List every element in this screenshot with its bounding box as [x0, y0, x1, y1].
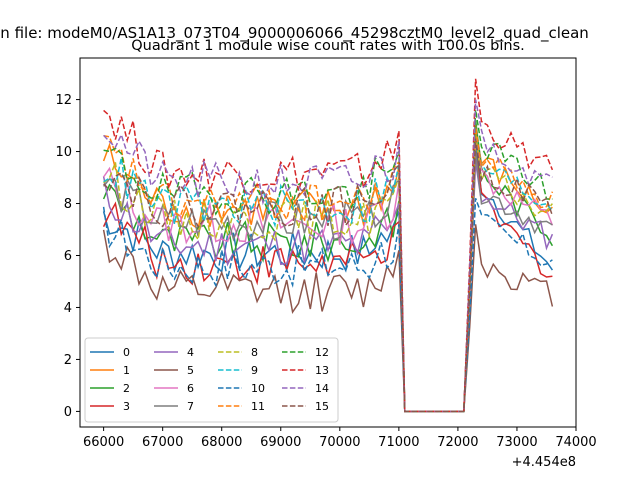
series-line-2: [102, 120, 554, 413]
y-tick-label: 8: [64, 197, 72, 212]
y-tick-label: 2: [64, 353, 72, 368]
series-line-10: [102, 198, 553, 413]
legend-box: [84, 337, 339, 423]
y-axis: 0 2 4 6 8 10 12: [55, 93, 80, 420]
x-tick-label: 74000: [555, 435, 596, 450]
legend-label-3: 3: [123, 400, 130, 413]
y-tick-label: 12: [55, 93, 72, 108]
legend-label-11: 11: [251, 400, 265, 413]
series-line-11: [103, 125, 554, 413]
legend-label-0: 0: [123, 346, 130, 359]
x-axis: 66000 67000 68000 69000 70000 71000 72000 73000…: [83, 427, 597, 450]
legend-label-5: 5: [187, 364, 194, 377]
legend-label-12: 12: [315, 346, 329, 359]
x-tick-label: 70000: [319, 435, 360, 450]
legend-label-9: 9: [251, 364, 258, 377]
x-tick-label: 72000: [437, 435, 478, 450]
series-line-15: [103, 138, 554, 413]
x-tick-label: 67000: [142, 435, 183, 450]
legend-label-10: 10: [251, 382, 265, 395]
x-tick-label: 71000: [378, 435, 419, 450]
x-tick-label: 66000: [83, 435, 124, 450]
series-line-8: [103, 135, 553, 413]
legend-label-13: 13: [315, 364, 329, 377]
y-tick-label: 0: [64, 405, 72, 420]
plot-lines: [102, 78, 554, 413]
series-line-12: [103, 109, 553, 413]
plot-frame: [79, 57, 577, 428]
legend-label-8: 8: [251, 346, 258, 359]
series-line-5: [102, 224, 554, 413]
legend-label-6: 6: [187, 382, 194, 395]
x-tick-label: 68000: [201, 435, 242, 450]
series-line-14: [103, 99, 553, 413]
y-tick-label: 6: [64, 249, 72, 264]
suptitle: ...n file: modeM0/AS1A13_073T04_90000060…: [0, 24, 589, 43]
legend-label-14: 14: [315, 382, 329, 395]
x-tick-label: 69000: [260, 435, 301, 450]
legend-label-1: 1: [123, 364, 130, 377]
y-tick-label: 4: [64, 301, 72, 316]
legend-label-4: 4: [187, 346, 194, 359]
legend-label-7: 7: [187, 400, 194, 413]
series-line-13: [103, 78, 554, 413]
x-tick-label: 73000: [496, 435, 537, 450]
y-tick-label: 10: [55, 145, 72, 160]
chart-title: Quadrant 1 module wise count rates with …: [131, 38, 525, 54]
legend-label-2: 2: [123, 382, 130, 395]
legend-label-15: 15: [315, 400, 329, 413]
x-offset-label: +4.454e8: [512, 455, 576, 470]
